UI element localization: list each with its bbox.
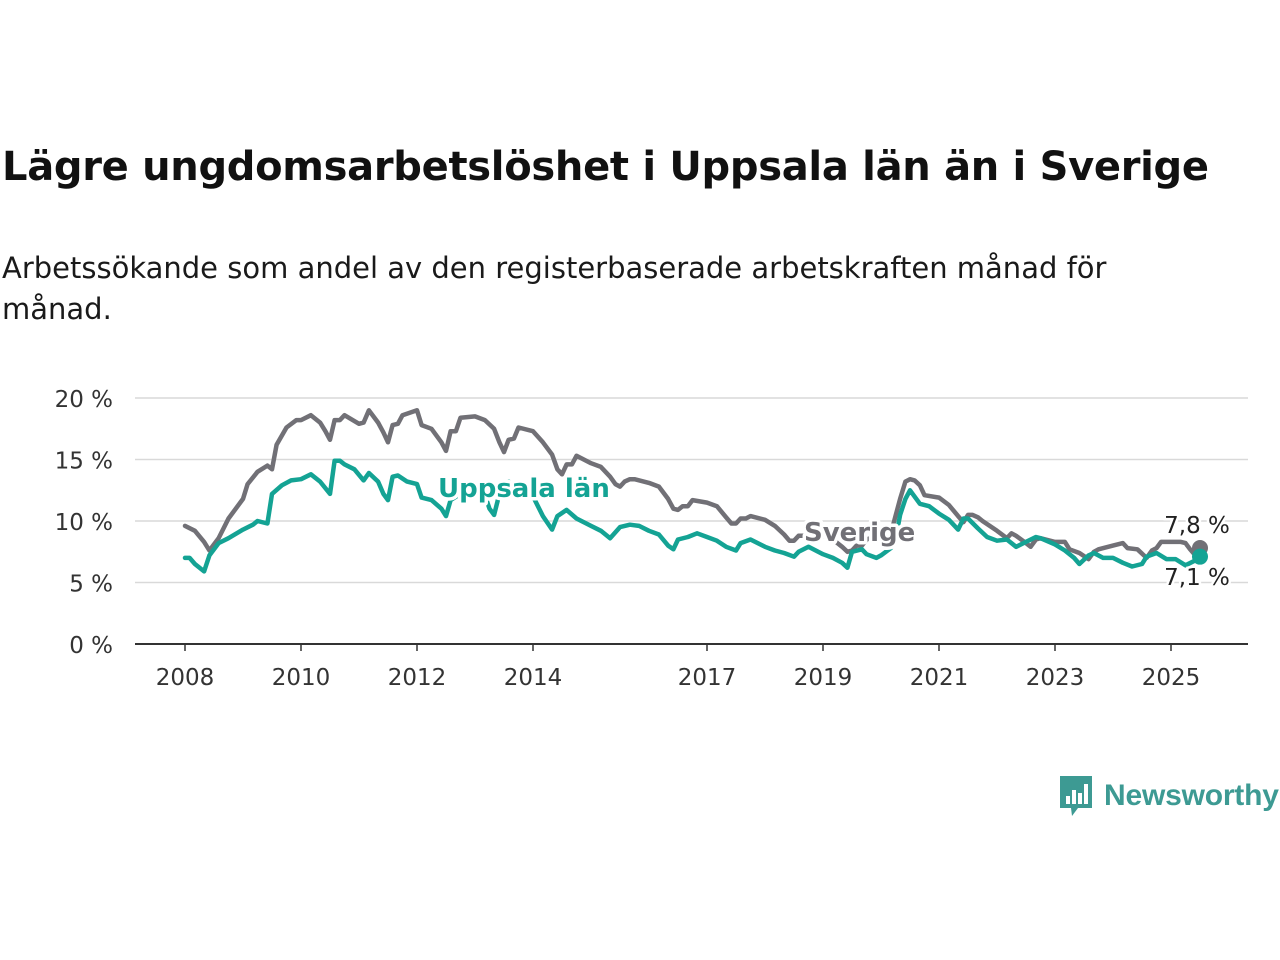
- x-tick-label: 2019: [794, 665, 853, 691]
- series-label-sverige: Sverige: [804, 518, 915, 548]
- end-value-label-uppsala-l-n: 7,1 %: [1164, 565, 1230, 591]
- end-value-label-sverige: 7,8 %: [1164, 513, 1230, 539]
- chart-subtitle: Arbetssökande som andel av den registerb…: [2, 251, 1107, 326]
- x-tick-label: 2014: [504, 665, 563, 691]
- newsworthy-logo: Newsworthy: [1058, 774, 1279, 818]
- y-tick-label: 20 %: [55, 387, 113, 413]
- x-tick-label: 2012: [388, 665, 447, 691]
- brand-name: Newsworthy: [1104, 779, 1279, 812]
- series-line-sverige: [182, 408, 1203, 562]
- bar-chart-bubble-icon: [1060, 776, 1092, 816]
- series-line-uppsala-l-n: [182, 458, 1203, 574]
- chart-title: Lägre ungdomsarbetslöshet i Uppsala län …: [2, 144, 1209, 190]
- y-tick-label: 15 %: [55, 449, 113, 475]
- x-tick-label: 2010: [272, 665, 331, 691]
- y-tick-label: 0 %: [69, 633, 113, 659]
- x-tick-label: 2021: [910, 665, 969, 691]
- x-tick-label: 2025: [1142, 665, 1201, 691]
- y-tick-label: 5 %: [69, 572, 113, 598]
- series-labels: Uppsala län Sverige 7,8 % 7,1 %: [435, 471, 1233, 594]
- x-tick-label: 2017: [678, 665, 737, 691]
- end-point-uppsala-l-n: [1192, 548, 1208, 565]
- axes: 0 % 5 % 10 % 15 % 20 % 2008 2010 2012 2014 2017 20…: [55, 387, 1248, 691]
- x-tick-label: 2023: [1026, 665, 1085, 691]
- x-tick-label: 2008: [156, 665, 215, 691]
- gridlines: [135, 397, 1248, 584]
- series-label-uppsala-l-n: Uppsala län: [438, 474, 610, 504]
- series-lines: [182, 408, 1208, 574]
- y-tick-label: 10 %: [55, 510, 113, 536]
